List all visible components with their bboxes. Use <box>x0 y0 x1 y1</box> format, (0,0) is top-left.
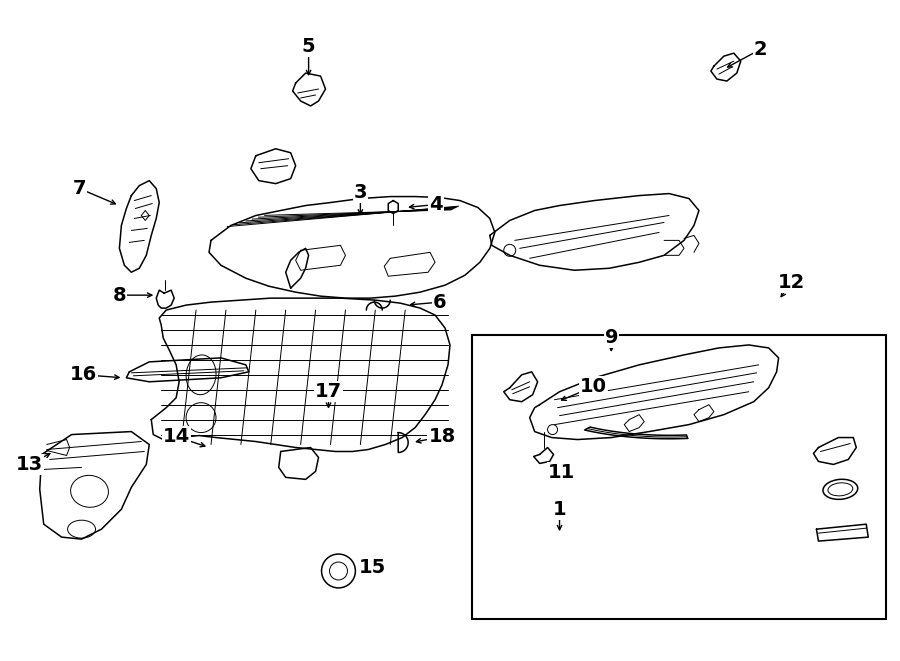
Text: 7: 7 <box>73 179 86 198</box>
Text: 12: 12 <box>778 273 806 292</box>
Text: 15: 15 <box>359 559 386 578</box>
Text: 10: 10 <box>580 377 607 396</box>
Text: 4: 4 <box>429 195 443 214</box>
Text: 14: 14 <box>163 427 190 446</box>
Text: 9: 9 <box>605 329 618 348</box>
Text: 17: 17 <box>315 382 342 401</box>
Text: 13: 13 <box>16 455 43 474</box>
Text: 16: 16 <box>70 366 97 384</box>
Text: 5: 5 <box>302 37 315 56</box>
Text: 2: 2 <box>754 40 768 59</box>
Text: 1: 1 <box>553 500 566 519</box>
Bar <box>472 335 886 619</box>
Text: 11: 11 <box>548 463 575 482</box>
Text: 3: 3 <box>354 183 367 202</box>
Text: 8: 8 <box>112 286 126 305</box>
Text: 18: 18 <box>428 427 455 446</box>
Text: 6: 6 <box>433 293 447 311</box>
